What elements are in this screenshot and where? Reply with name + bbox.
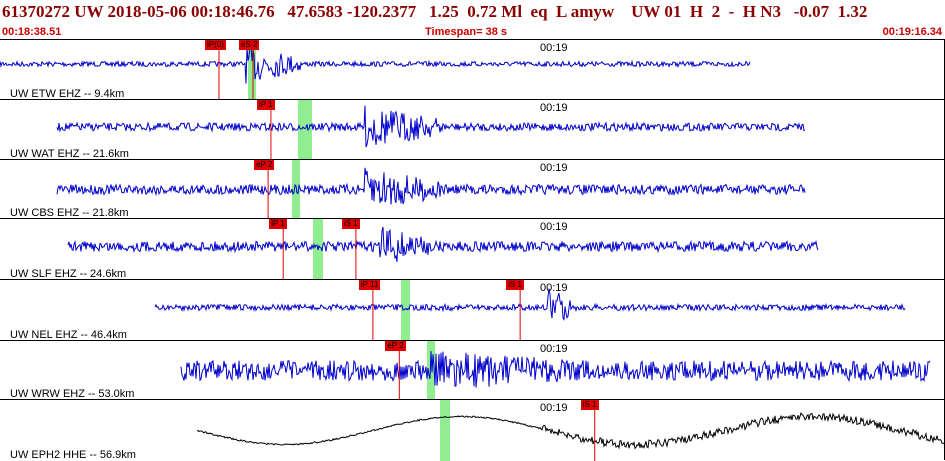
pick-flag[interactable]: iP(0): [205, 40, 226, 50]
event-header: 61370272 UW 2018-05-06 00:18:46.76 47.65…: [0, 0, 945, 40]
waveform-trace: [154, 288, 906, 321]
seismogram-plot: [196, 400, 944, 461]
seismogram-plot: [0, 40, 751, 100]
time-tick-label: 00:19: [540, 343, 568, 355]
station-label: UW EPH2 HHE -- 56.9km: [10, 449, 136, 461]
time-tick-label: 00:19: [540, 402, 568, 414]
analysis-window: [298, 100, 312, 160]
waveform-trace: [196, 412, 944, 450]
waveform-panel-wat[interactable]: 00:19 UW WAT EHZ -- 21.6km iP 1: [0, 99, 944, 160]
seismogram-plot: [56, 160, 806, 219]
pick-flag[interactable]: iS 1: [506, 280, 524, 290]
pick-flag[interactable]: iP 11: [358, 280, 381, 290]
time-tick-label: 00:19: [540, 42, 568, 54]
pick-flag[interactable]: eP 2: [254, 160, 275, 170]
analysis-window: [427, 341, 435, 400]
waveform-panel-wrw[interactable]: 00:19 UW WRW EHZ -- 53.0km eP 2: [0, 340, 944, 400]
start-time: 00:18:38.51: [2, 26, 62, 38]
station-label: UW WRW EHZ -- 53.0km: [10, 388, 135, 400]
waveform-panel-eph2[interactable]: 00:19 UW EPH2 HHE -- 56.9km iS 1: [0, 399, 944, 461]
waveform-trace: [56, 167, 806, 205]
pick-flag[interactable]: iP 1: [256, 100, 275, 110]
pick-flag[interactable]: iS 1: [580, 400, 599, 410]
waveform-trace: [56, 105, 806, 148]
seismogram-plot: [180, 341, 931, 400]
end-time: 00:19:16.34: [882, 26, 942, 38]
pick-flag[interactable]: iS 1: [341, 219, 360, 229]
time-tick-label: 00:19: [540, 221, 568, 233]
pick-flag[interactable]: eP 2: [385, 341, 406, 351]
station-label: UW WAT EHZ -- 21.6km: [10, 148, 129, 160]
time-tick-label: 00:19: [540, 102, 568, 114]
seismogram-plot: [56, 100, 806, 160]
waveform-trace: [67, 226, 819, 262]
pick-flag[interactable]: iP 1: [269, 219, 287, 229]
analysis-window: [401, 280, 410, 341]
analysis-window: [292, 160, 300, 219]
waveform-panel-cbs[interactable]: 00:19 UW CBS EHZ -- 21.8km eP 2: [0, 159, 944, 219]
event-summary-line: 61370272 UW 2018-05-06 00:18:46.76 47.65…: [2, 2, 868, 21]
analysis-window: [440, 400, 450, 461]
waveform-trace: [180, 351, 931, 388]
time-tick-label: 00:19: [540, 282, 568, 294]
waveform-panel-slf[interactable]: 00:19 UW SLF EHZ -- 24.6km iP 1 iS 1: [0, 218, 944, 280]
station-label: UW ETW EHZ -- 9.4km: [10, 88, 125, 100]
waveform-panel-nel[interactable]: 00:19 UW NEL EHZ -- 46.4km iP 11 iS 1: [0, 279, 944, 341]
station-label: UW SLF EHZ -- 24.6km: [10, 268, 127, 280]
waveform-panels: 00:19 UW ETW EHZ -- 9.4km iP(0) eS 2 00:1…: [0, 39, 945, 461]
waveform-trace: [0, 44, 751, 84]
waveform-panel-etw[interactable]: 00:19 UW ETW EHZ -- 9.4km iP(0) eS 2: [0, 39, 944, 100]
station-label: UW CBS EHZ -- 21.8km: [10, 207, 129, 219]
pick-flag[interactable]: eS 2: [238, 40, 260, 50]
timespan-label: Timespan= 38 s: [425, 26, 508, 38]
station-label: UW NEL EHZ -- 46.4km: [10, 329, 127, 341]
analysis-window: [248, 40, 256, 100]
time-tick-label: 00:19: [540, 162, 568, 174]
seismogram-plot: [67, 219, 819, 280]
seismogram-plot: [154, 280, 906, 341]
